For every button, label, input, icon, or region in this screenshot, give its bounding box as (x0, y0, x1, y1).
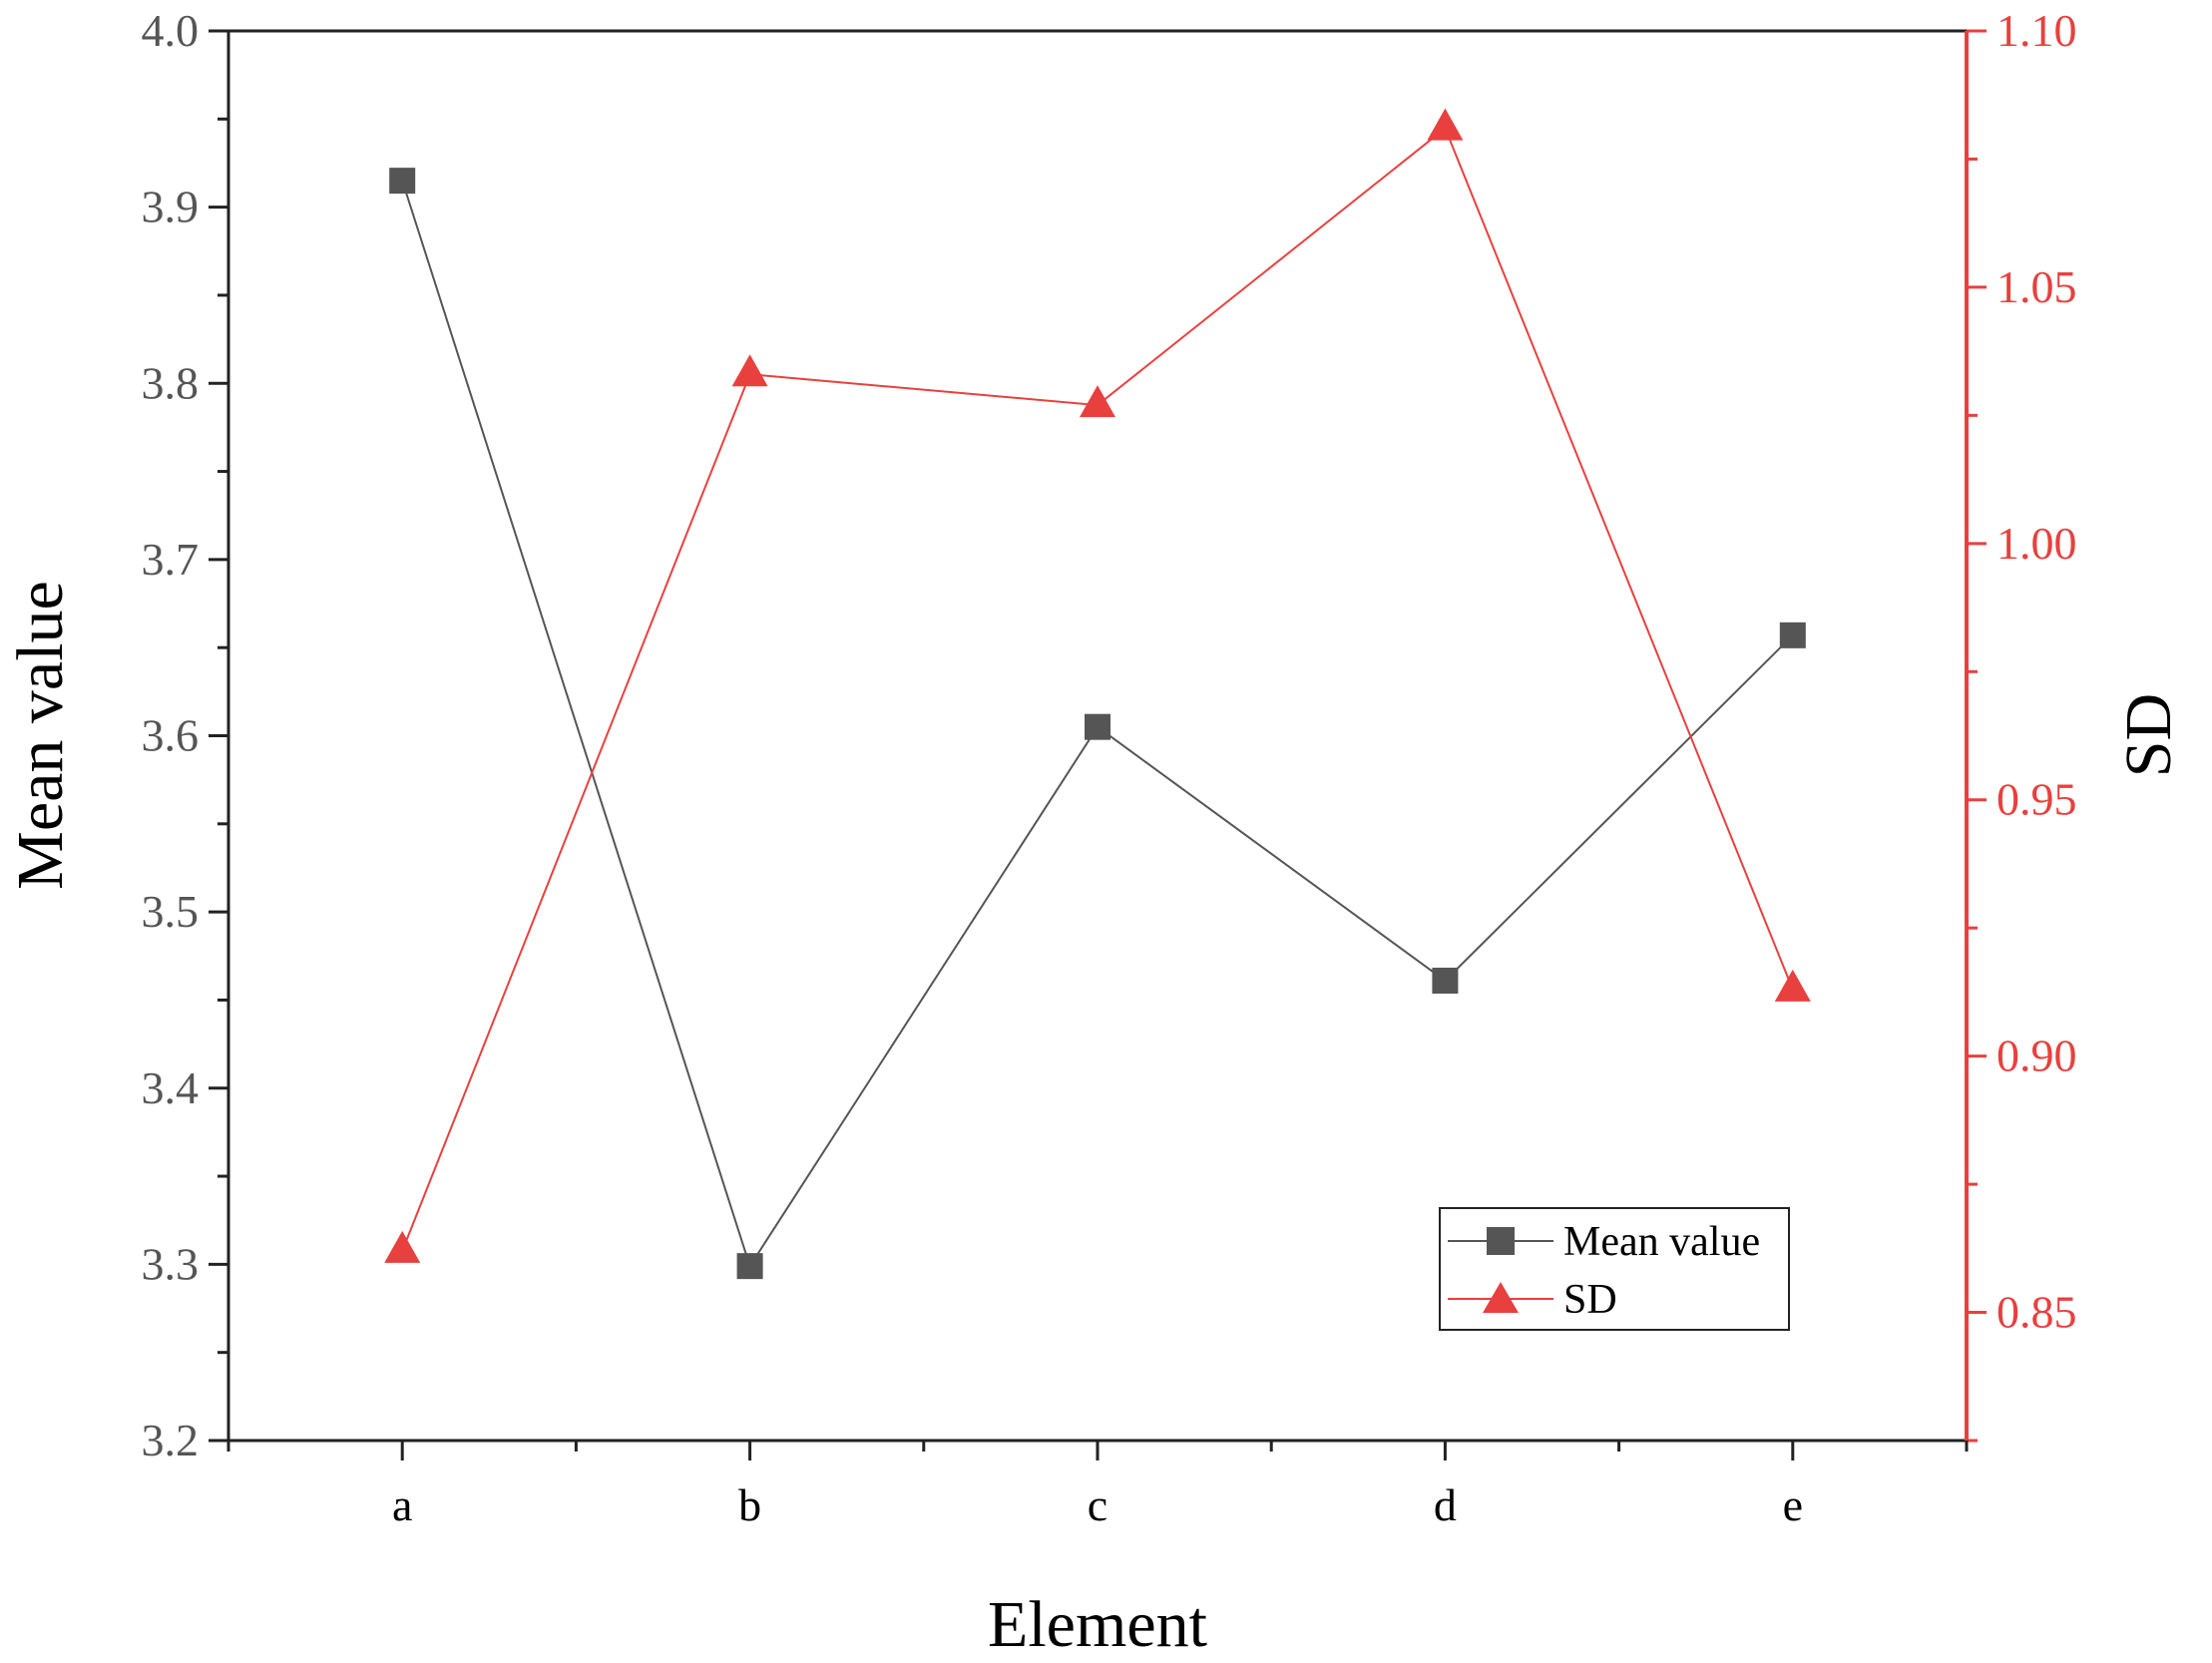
point-sd-b (731, 354, 768, 387)
left-tick-label: 3.6 (142, 710, 200, 761)
right-tick-label: 1.00 (1996, 518, 2077, 569)
left-tick-label: 3.8 (142, 357, 200, 408)
left-y-axis-title: Mean value (4, 581, 77, 890)
legend-triangle-icon (1483, 1282, 1519, 1313)
legend-square-icon (1487, 1227, 1515, 1255)
legend-label-sd: SD (1563, 1277, 1617, 1323)
left-tick-label: 4.0 (142, 5, 200, 56)
point-sd-c (1080, 385, 1115, 418)
x-tick-label-b: b (738, 1479, 761, 1530)
right-tick-label: 1.05 (1996, 261, 2077, 312)
left-tick-label: 3.3 (142, 1238, 200, 1289)
point-sd-d (1427, 108, 1464, 141)
point-sd-e (1774, 969, 1811, 1002)
left-tick-label: 3.7 (142, 534, 200, 585)
left-tick-label: 3.2 (142, 1415, 200, 1465)
x-tick-label-d: d (1434, 1479, 1457, 1530)
left-tick-label: 3.9 (142, 182, 200, 232)
right-tick-label: 1.10 (1996, 5, 2077, 56)
point-mean-value-c (1085, 713, 1110, 740)
right-tick-label: 0.95 (1996, 774, 2077, 825)
x-axis: a b c d e (226, 1441, 1969, 1530)
x-tick-label-c: c (1088, 1479, 1107, 1530)
point-mean-value-a (389, 168, 416, 195)
x-tick-label-a: a (392, 1479, 412, 1530)
series-layer (384, 108, 1811, 1280)
point-mean-value-b (736, 1253, 763, 1280)
left-tick-label: 3.5 (142, 886, 200, 937)
x-axis-title: Element (988, 1588, 1207, 1661)
right-y-axis-title: SD (2112, 693, 2185, 777)
point-sd-a (384, 1230, 421, 1263)
right-y-axis: 0.85 0.90 0.95 1.00 1.05 1.10 (1967, 5, 2077, 1443)
legend-label-mean-value: Mean value (1563, 1219, 1760, 1265)
x-tick-label-e: e (1783, 1479, 1803, 1530)
left-y-axis: 3.2 3.3 3.4 3.5 3.6 3.7 3.8 3.9 4.0 (142, 5, 228, 1465)
right-tick-label: 0.90 (1996, 1031, 2077, 1081)
point-mean-value-d (1432, 968, 1459, 995)
point-mean-value-e (1779, 622, 1806, 648)
right-tick-label: 0.85 (1996, 1287, 2077, 1338)
legend: Mean value SD (1439, 1207, 1790, 1331)
left-tick-label: 3.4 (142, 1062, 200, 1113)
